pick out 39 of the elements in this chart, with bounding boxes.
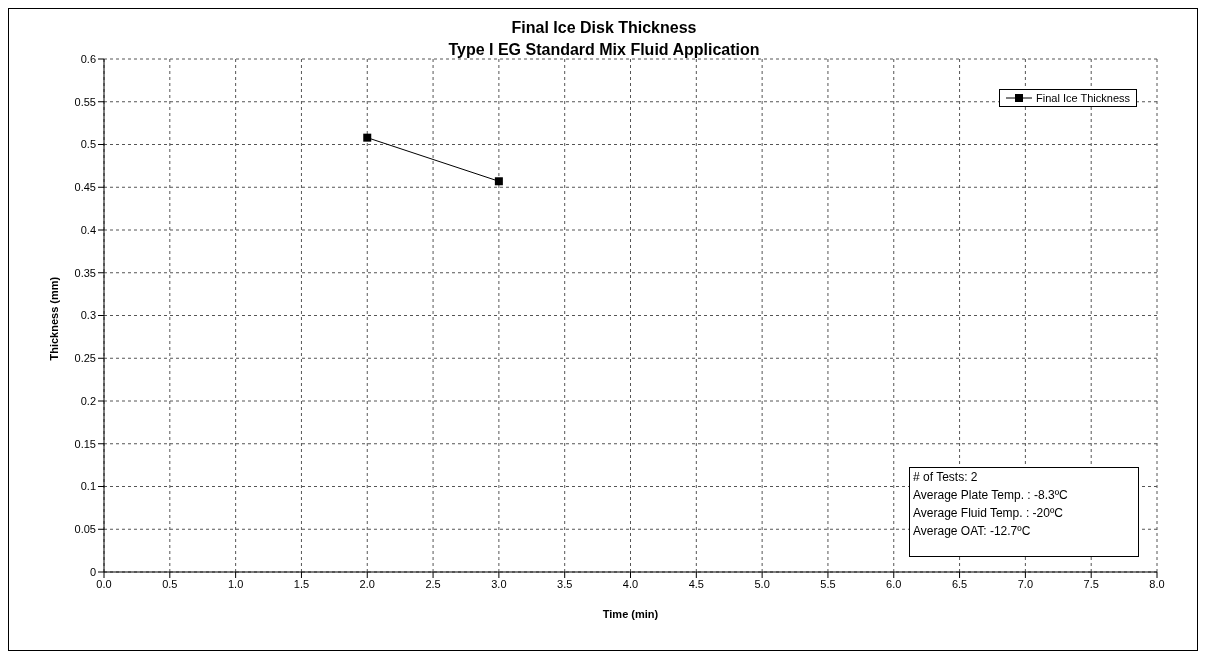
x-tick-label: 2.0 <box>359 577 375 590</box>
x-tick-label: 3.0 <box>491 577 507 590</box>
y-tick-label: 0.35 <box>74 266 96 279</box>
x-tick-label: 1.0 <box>227 577 244 590</box>
y-tick-label: 0.1 <box>80 480 96 493</box>
chart-title: Final Ice Disk Thickness <box>510 18 698 38</box>
y-tick-label: 0.05 <box>74 523 96 536</box>
x-tick-label: 3.5 <box>557 577 573 590</box>
x-tick-label: 5.0 <box>754 577 770 590</box>
y-tick-label: 0.5 <box>80 138 96 151</box>
annotation: Average OAT: -12.7ºC <box>913 523 1032 540</box>
y-axis-title: Thickness (mm) <box>47 276 60 361</box>
x-tick-label: 0.5 <box>162 577 178 590</box>
y-tick-label: 0 <box>89 565 96 578</box>
chart-subtitle: Type I EG Standard Mix Fluid Application <box>448 41 760 58</box>
y-tick-label: 0.6 <box>80 52 96 65</box>
x-axis-title: Time (min) <box>602 608 659 620</box>
y-tick-label: 0.3 <box>80 309 96 322</box>
y-tick-label: 0.4 <box>80 223 96 236</box>
y-tick-label: 0.25 <box>74 352 96 365</box>
y-tick-label: 0.2 <box>80 394 96 407</box>
x-tick-label: 4.5 <box>688 577 704 590</box>
x-tick-label: 7.5 <box>1083 577 1099 590</box>
y-tick-label: 0.15 <box>74 437 96 450</box>
x-tick-label: 2.5 <box>425 577 441 590</box>
annotation: Average Fluid Temp. : -20ºC <box>913 505 1064 522</box>
annotation: # of Tests: 2 <box>913 469 979 486</box>
x-tick-label: 0.0 <box>96 577 112 590</box>
x-tick-label: 5.5 <box>820 577 836 590</box>
x-tick-label: 7.0 <box>1017 577 1034 590</box>
y-tick-label: 0.45 <box>74 181 96 194</box>
y-tick-label: 0.55 <box>74 95 96 108</box>
annotation: Average Plate Temp. : -8.3ºC <box>913 487 1069 504</box>
legend-label: Final Ice Thickness <box>1036 92 1130 104</box>
x-tick-label: 1.5 <box>293 577 310 590</box>
x-tick-label: 6.5 <box>951 577 968 590</box>
x-tick-label: 6.0 <box>886 577 902 590</box>
x-tick-label: 8.0 <box>1149 577 1165 590</box>
x-tick-label: 4.0 <box>622 577 639 590</box>
